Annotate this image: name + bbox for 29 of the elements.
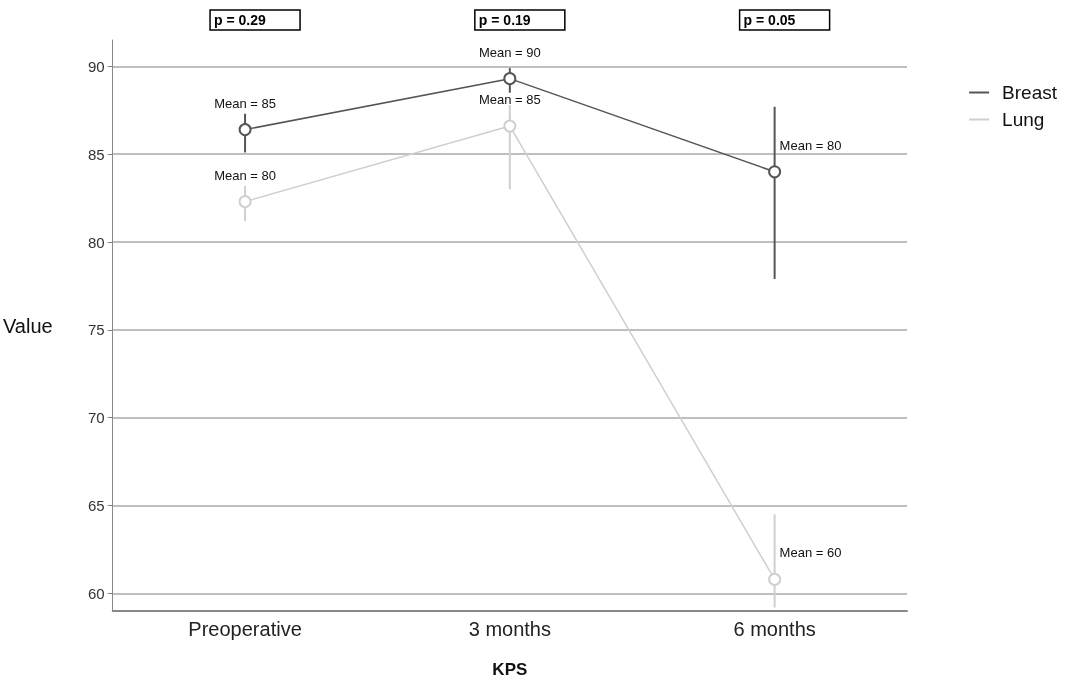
y-tick-label: 75 <box>87 321 105 339</box>
point <box>768 572 782 586</box>
text: p = 0.19 <box>478 12 531 28</box>
y-tick-label: 60 <box>87 584 105 602</box>
point <box>238 123 252 137</box>
annotation: Mean = 80 <box>214 167 276 183</box>
legend-label: Lung <box>1002 109 1045 130</box>
y-tick-label: 65 <box>87 497 105 515</box>
annotation: Mean = 85 <box>214 95 276 111</box>
y-tick-label: 85 <box>87 145 105 163</box>
annotation: Mean = 60 <box>779 545 842 561</box>
point <box>503 119 517 133</box>
y-tick-label: 80 <box>87 233 105 251</box>
annotation: Mean = 85 <box>478 92 541 108</box>
x-axis-title: KPS <box>492 660 528 679</box>
point <box>768 165 782 179</box>
y-tick-label: 90 <box>87 57 105 75</box>
annotation: Mean = 80 <box>779 137 842 153</box>
y-axis-title: Value <box>3 314 53 337</box>
x-tick-label: 3 months <box>468 618 551 640</box>
point <box>503 72 517 86</box>
legend-label: Breast <box>1002 82 1058 103</box>
point <box>238 195 252 209</box>
y-tick-label: 70 <box>87 409 105 427</box>
x-tick-label: 6 months <box>733 618 816 640</box>
text: p = 0.29 <box>214 12 267 28</box>
text: p = 0.05 <box>743 12 796 28</box>
x-tick-label: Preoperative <box>188 618 302 640</box>
annotation: Mean = 90 <box>478 44 541 60</box>
